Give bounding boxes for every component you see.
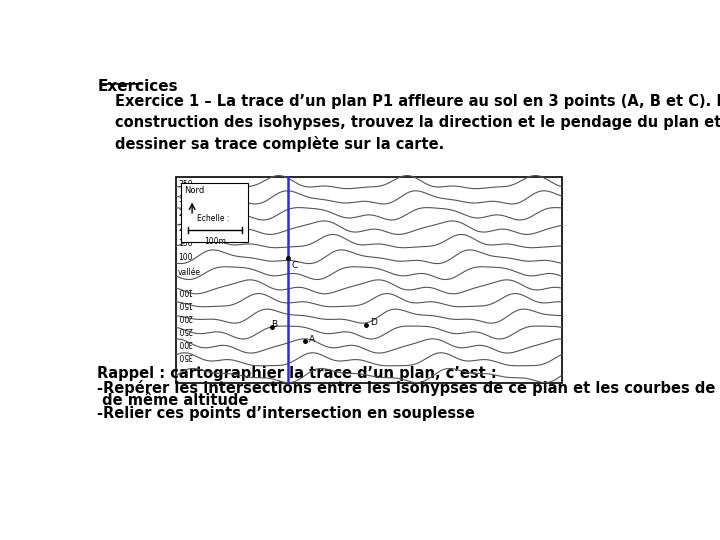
Text: 150: 150 (178, 299, 193, 308)
Text: D: D (370, 318, 377, 327)
Text: C: C (292, 261, 297, 270)
Text: Nord: Nord (184, 186, 204, 195)
Text: 200: 200 (178, 224, 193, 233)
Bar (176, 177, 562, 383)
Text: 250: 250 (178, 325, 193, 334)
Text: 250: 250 (178, 210, 193, 218)
Text: B: B (271, 320, 277, 329)
Text: 350: 350 (178, 352, 193, 360)
Text: -Repérer les intersections entre les isohypses de ce plan et les courbes de nive: -Repérer les intersections entre les iso… (97, 380, 720, 396)
Text: 350: 350 (178, 180, 193, 189)
Text: 100: 100 (178, 253, 193, 262)
Text: 100: 100 (178, 286, 193, 295)
Text: 300: 300 (178, 338, 193, 347)
Text: 100m: 100m (204, 237, 226, 246)
Text: Exercice 1 – La trace d’un plan P1 affleure au sol en 3 points (A, B et C). Par
: Exercice 1 – La trace d’un plan P1 affle… (115, 94, 720, 152)
Text: vallée: vallée (178, 268, 201, 277)
Text: de même altitude: de même altitude (97, 393, 248, 408)
Text: Rappel : cartographier la trace d’un plan, c’est :: Rappel : cartographier la trace d’un pla… (97, 366, 497, 381)
Text: -Relier ces points d’intersection en souplesse: -Relier ces points d’intersection en sou… (97, 406, 475, 421)
Text: 300: 300 (178, 194, 193, 204)
Text: 200: 200 (178, 312, 193, 321)
Text: Echelle :: Echelle : (197, 214, 229, 222)
Bar (181, 183, 248, 241)
Text: 150: 150 (178, 239, 193, 248)
Text: Exercices: Exercices (97, 79, 178, 94)
Text: A: A (310, 335, 315, 344)
